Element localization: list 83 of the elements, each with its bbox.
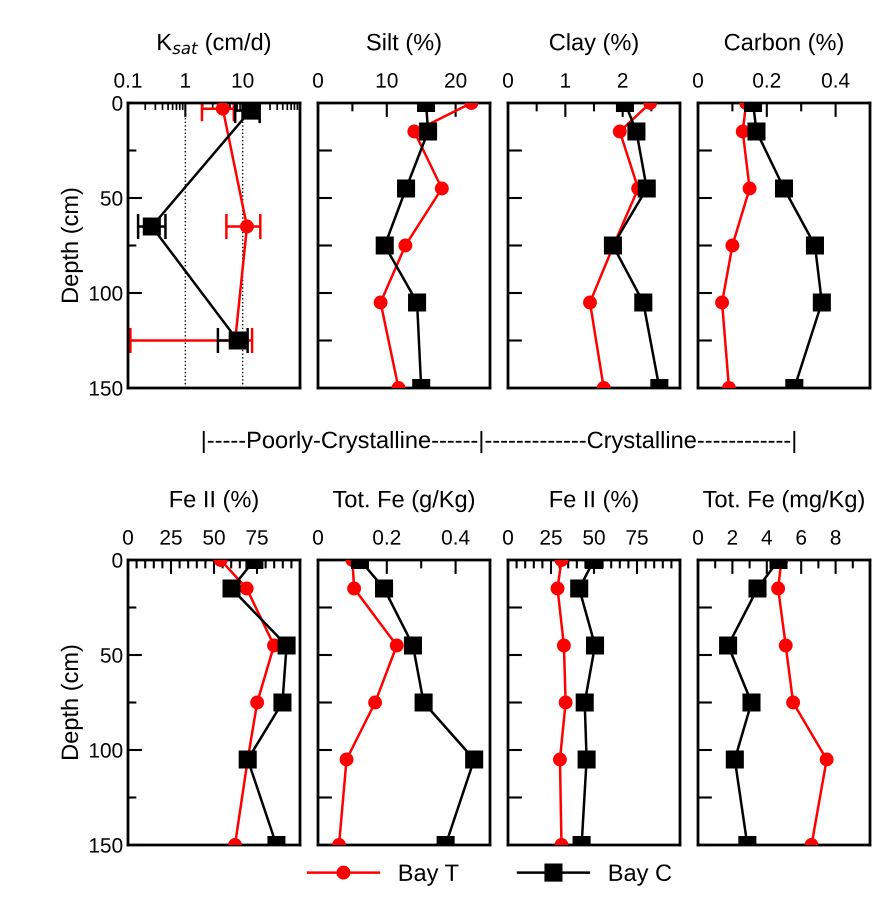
point xyxy=(638,179,656,198)
x-tick-label: 0 xyxy=(503,530,513,545)
x-tick-label: 0 xyxy=(123,530,133,545)
x-tick-label: 4 xyxy=(761,530,772,545)
x-tick-label: 2 xyxy=(728,530,738,545)
point xyxy=(556,638,571,652)
y-tick-label: 150 xyxy=(90,381,122,396)
x-tick-label: 10 xyxy=(232,73,254,88)
legend-label: Bay T xyxy=(400,864,458,886)
point xyxy=(576,693,594,712)
y-tick-label: 150 xyxy=(90,838,122,853)
point xyxy=(408,293,426,312)
y-tick-label: 0 xyxy=(112,96,122,111)
point xyxy=(604,236,622,255)
point xyxy=(742,182,757,196)
point xyxy=(368,696,382,710)
x-tick-label: 0 xyxy=(313,73,323,88)
point xyxy=(778,638,793,652)
x-tick-label: 0.4 xyxy=(442,530,470,545)
chart-title: Tot. Fe (mg/Kg) xyxy=(703,490,864,512)
x-tick-label: 0 xyxy=(313,530,323,545)
y-tick-label: 0 xyxy=(112,553,122,568)
chart-title: Fe II (%) xyxy=(550,490,638,512)
point xyxy=(414,693,433,712)
x-tick-label: 50 xyxy=(583,530,605,545)
x-tick-label: 0 xyxy=(693,73,703,88)
point xyxy=(404,636,422,655)
x-tick-label: 0.1 xyxy=(114,73,142,88)
point xyxy=(812,293,831,312)
x-tick-label: 25 xyxy=(540,530,562,545)
point xyxy=(771,582,786,596)
y-tick-label: 50 xyxy=(100,191,122,206)
point xyxy=(806,236,824,255)
chart-title: Fe II (%) xyxy=(170,490,258,512)
point xyxy=(748,579,767,598)
y-axis-title: Depth (cm) xyxy=(60,188,83,302)
x-tick-label: 0 xyxy=(693,530,703,545)
point xyxy=(578,750,596,769)
point xyxy=(340,752,354,766)
chart-title: K$_{sat}$ (cm/d) xyxy=(158,32,270,55)
point xyxy=(725,238,740,252)
point xyxy=(742,693,761,712)
x-tick-label: 1 xyxy=(181,73,190,88)
y-tick-label: 100 xyxy=(90,743,122,758)
point xyxy=(715,296,730,310)
x-tick-label: 2 xyxy=(618,73,628,88)
chart-title: Silt (%) xyxy=(367,33,441,56)
point xyxy=(374,296,388,310)
x-tick-label: 20 xyxy=(445,73,466,88)
text: |-----Poorly-Crystalline------|-------------Crystalline------------| xyxy=(202,430,796,454)
point xyxy=(774,179,794,198)
point xyxy=(376,236,394,255)
x-tick-label: 1 xyxy=(561,73,570,88)
point xyxy=(586,636,604,655)
legend-label: Bay C xyxy=(610,864,672,886)
point xyxy=(390,638,404,652)
x-tick-label: 6 xyxy=(796,530,806,545)
y-axis-title: Depth (cm) xyxy=(60,646,83,759)
x-tick-label: 0.4 xyxy=(822,73,850,88)
x-tick-label: 75 xyxy=(626,530,648,545)
chart-title: Clay (%) xyxy=(550,33,638,56)
y-tick-label: 100 xyxy=(90,286,122,301)
x-tick-label: 75 xyxy=(246,530,268,545)
point xyxy=(465,750,484,769)
chart-title: Carbon (%) xyxy=(724,33,843,56)
point xyxy=(397,179,416,198)
point xyxy=(612,124,627,138)
point xyxy=(553,752,567,766)
x-tick-label: 25 xyxy=(160,530,182,545)
y-tick-label: 50 xyxy=(100,648,122,663)
point xyxy=(719,636,738,655)
x-tick-label: 10 xyxy=(376,73,398,88)
chart-title: Tot. Fe (g/Kg) xyxy=(333,490,474,512)
point xyxy=(398,238,412,252)
point xyxy=(434,182,449,196)
x-tick-label: 50 xyxy=(203,530,225,545)
point xyxy=(786,696,800,710)
x-tick-label: 8 xyxy=(830,530,840,545)
x-tick-label: 0.2 xyxy=(753,73,780,88)
point xyxy=(558,696,573,710)
point xyxy=(627,122,646,141)
x-tick-label: 0.2 xyxy=(373,530,400,545)
x-tick-label: 0 xyxy=(503,73,513,88)
